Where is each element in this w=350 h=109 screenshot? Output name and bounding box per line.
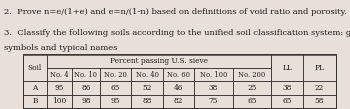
Text: 95: 95 (111, 97, 120, 105)
Text: 52: 52 (142, 84, 152, 92)
Bar (194, 68, 233, 81)
Text: A: A (32, 84, 38, 92)
Text: 2.  Prove n=e/(1+e) and e=n/(1-n) based on definitions of void ratio and porosit: 2. Prove n=e/(1+e) and e=n/(1-n) based o… (4, 8, 346, 16)
Text: LL: LL (282, 64, 292, 72)
Bar (233, 81, 271, 95)
Bar (271, 81, 303, 95)
Bar (72, 95, 100, 108)
Text: 82: 82 (174, 97, 183, 105)
Bar (23, 54, 47, 81)
Bar (72, 68, 100, 81)
Text: 98: 98 (81, 97, 91, 105)
Bar (23, 95, 47, 108)
Text: B: B (32, 97, 38, 105)
Bar (271, 95, 303, 108)
Text: 46: 46 (174, 84, 183, 92)
Bar (163, 68, 194, 81)
Text: 100: 100 (52, 97, 66, 105)
Bar (47, 54, 271, 68)
Text: 38: 38 (209, 84, 218, 92)
Bar (131, 68, 163, 81)
Bar (131, 81, 163, 95)
Text: Soil: Soil (28, 64, 42, 72)
Bar (303, 95, 336, 108)
Bar (47, 68, 72, 81)
Bar (271, 54, 303, 81)
Bar (233, 95, 271, 108)
Bar (23, 81, 47, 95)
Text: 38: 38 (282, 84, 292, 92)
Text: 86: 86 (81, 84, 91, 92)
Bar (100, 81, 131, 95)
Bar (163, 81, 194, 95)
Text: 25: 25 (247, 84, 257, 92)
Bar (303, 54, 336, 81)
Text: 65: 65 (282, 97, 292, 105)
Bar (233, 68, 271, 81)
Text: No. 10: No. 10 (74, 71, 97, 79)
Text: symbols and typical names: symbols and typical names (4, 44, 117, 52)
Text: 65: 65 (111, 84, 120, 92)
Bar (131, 95, 163, 108)
Text: No. 4: No. 4 (50, 71, 69, 79)
Bar (23, 54, 336, 108)
Text: PL: PL (314, 64, 324, 72)
Bar (100, 68, 131, 81)
Text: No. 100: No. 100 (200, 71, 227, 79)
Bar (303, 81, 336, 95)
Bar (47, 81, 72, 95)
Text: 95: 95 (55, 84, 64, 92)
Bar (100, 95, 131, 108)
Text: 22: 22 (315, 84, 324, 92)
Text: No. 60: No. 60 (167, 71, 190, 79)
Text: 65: 65 (247, 97, 257, 105)
Text: No. 20: No. 20 (104, 71, 127, 79)
Text: 88: 88 (142, 97, 152, 105)
Bar (47, 95, 72, 108)
Text: 3.  Classify the following soils according to the unified soil classification sy: 3. Classify the following soils accordin… (4, 29, 350, 37)
Bar (72, 81, 100, 95)
Bar (194, 81, 233, 95)
Text: 75: 75 (209, 97, 218, 105)
Bar (163, 95, 194, 108)
Text: 58: 58 (315, 97, 324, 105)
Text: No. 200: No. 200 (238, 71, 266, 79)
Text: No. 40: No. 40 (135, 71, 159, 79)
Bar (194, 95, 233, 108)
Text: Percent passing U.S. sieve: Percent passing U.S. sieve (110, 57, 208, 65)
